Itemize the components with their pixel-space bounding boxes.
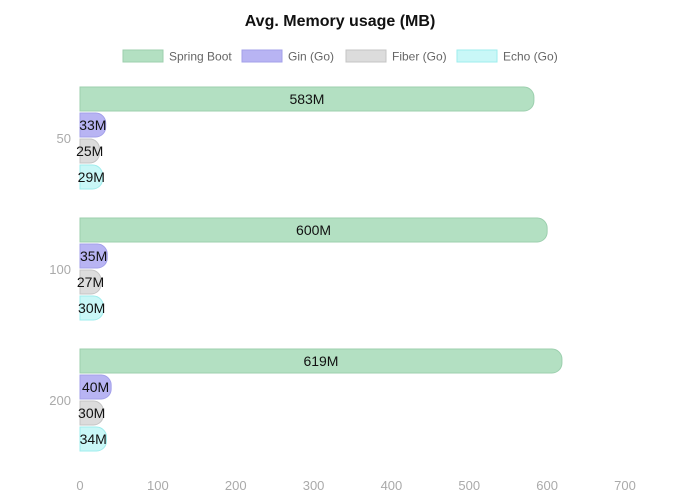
bar-fiber-go-100[interactable]: [79, 269, 102, 295]
legend-swatch-fiber-go[interactable]: [345, 49, 387, 63]
x-tick-label-0: 0: [76, 478, 83, 493]
legend-swatch-gin-go[interactable]: [241, 49, 283, 63]
x-axis: 0 100 200 300 400 500 600 700: [76, 478, 635, 493]
legend: Spring Boot Gin (Go) Fiber (Go) Echo (Go): [122, 49, 558, 64]
legend-label-gin-go[interactable]: Gin (Go): [288, 50, 334, 64]
chart-title: Avg. Memory usage (MB): [245, 13, 436, 30]
bar-spring-boot-50[interactable]: [79, 86, 535, 112]
x-tick-label-400: 400: [381, 478, 403, 493]
data-label-fiber-go-100: 27M: [77, 274, 104, 290]
bar-gin-go-50[interactable]: [79, 112, 107, 138]
y-tick-label-50: 50: [57, 131, 71, 146]
x-tick-label-200: 200: [225, 478, 247, 493]
data-label-spring-boot-200: 619M: [303, 353, 338, 369]
y-axis: 50 100 200: [49, 131, 71, 408]
data-label-spring-boot-100: 600M: [296, 222, 331, 238]
legend-label-echo-go[interactable]: Echo (Go): [503, 50, 558, 64]
plot-area: 583M 33M 25M 29M 600M 35M 27M 30M 619M 40M 30M 34M: [76, 86, 563, 452]
legend-swatch-spring-boot[interactable]: [122, 49, 164, 63]
bar-fiber-go-200[interactable]: [79, 400, 104, 426]
legend-swatch-echo-go[interactable]: [456, 49, 498, 63]
bar-gin-go-100[interactable]: [79, 243, 108, 269]
bar-group-50: 583M 33M 25M 29M: [76, 86, 535, 190]
bar-gin-go-200[interactable]: [79, 374, 112, 400]
x-tick-label-300: 300: [303, 478, 325, 493]
data-label-echo-go-200: 34M: [80, 431, 107, 447]
data-label-gin-go-100: 35M: [80, 248, 107, 264]
bar-fiber-go-50[interactable]: [79, 138, 100, 164]
bar-group-200: 619M 40M 30M 34M: [78, 348, 563, 452]
data-label-echo-go-100: 30M: [78, 300, 105, 316]
x-tick-label-100: 100: [147, 478, 169, 493]
bar-spring-boot-200[interactable]: [79, 348, 563, 374]
legend-label-spring-boot[interactable]: Spring Boot: [169, 50, 232, 64]
y-tick-label-200: 200: [49, 393, 71, 408]
bar-echo-go-200[interactable]: [79, 426, 107, 452]
data-label-fiber-go-50: 25M: [76, 143, 103, 159]
data-label-gin-go-50: 33M: [79, 117, 106, 133]
legend-label-fiber-go[interactable]: Fiber (Go): [392, 50, 447, 64]
x-tick-label-500: 500: [458, 478, 480, 493]
data-label-echo-go-50: 29M: [78, 169, 105, 185]
data-label-spring-boot-50: 583M: [289, 91, 324, 107]
data-label-fiber-go-200: 30M: [78, 405, 105, 421]
bar-echo-go-50[interactable]: [79, 164, 104, 190]
bar-spring-boot-100[interactable]: [79, 217, 548, 243]
x-tick-label-600: 600: [536, 478, 558, 493]
data-label-gin-go-200: 40M: [82, 379, 109, 395]
bar-group-100: 600M 35M 27M 30M: [77, 217, 548, 321]
y-tick-label-100: 100: [49, 262, 71, 277]
bar-echo-go-100[interactable]: [79, 295, 104, 321]
x-tick-label-700: 700: [614, 478, 636, 493]
